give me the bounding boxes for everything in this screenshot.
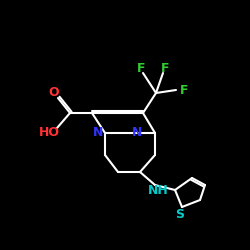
Text: F: F: [180, 84, 188, 96]
Text: N: N: [93, 126, 103, 140]
Text: F: F: [161, 62, 169, 74]
Text: NH: NH: [148, 184, 169, 196]
Text: F: F: [137, 62, 145, 74]
Text: O: O: [49, 86, 59, 98]
Text: S: S: [176, 208, 184, 222]
Text: HO: HO: [38, 126, 60, 138]
Text: N: N: [132, 126, 142, 140]
